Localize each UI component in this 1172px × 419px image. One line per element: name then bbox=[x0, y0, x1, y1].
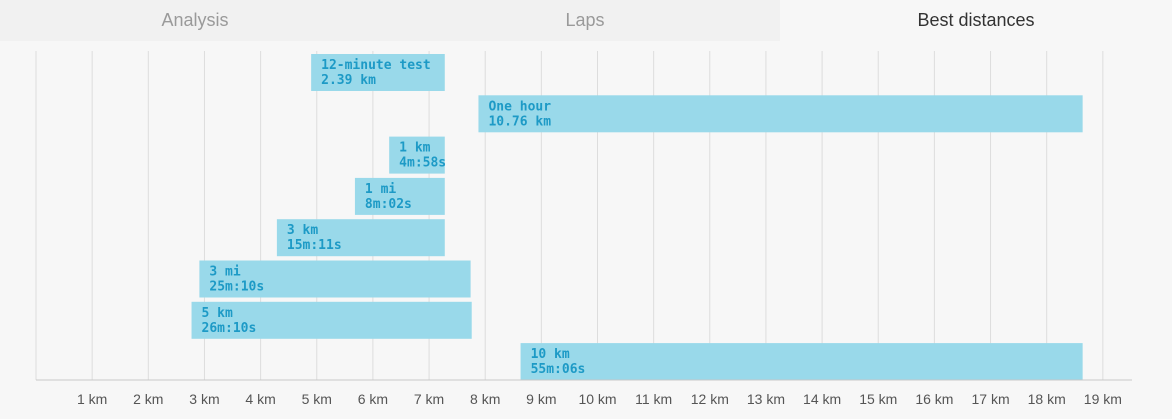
x-tick-label: 9 km bbox=[526, 391, 556, 407]
x-tick-label: 17 km bbox=[971, 391, 1009, 407]
bar-rect[interactable] bbox=[478, 95, 1083, 133]
x-tick-label: 7 km bbox=[414, 391, 444, 407]
x-tick-label: 18 km bbox=[1028, 391, 1066, 407]
x-tick-label: 19 km bbox=[1084, 391, 1122, 407]
bar-value-label: 10.76 km bbox=[488, 114, 551, 129]
bar-rect[interactable] bbox=[520, 343, 1083, 381]
bar-name-label: 1 mi bbox=[365, 182, 396, 197]
x-tick-label: 2 km bbox=[133, 391, 163, 407]
bar-name-label: One hour bbox=[488, 99, 551, 114]
x-tick-label: 10 km bbox=[578, 391, 616, 407]
x-tick-label: 15 km bbox=[859, 391, 897, 407]
x-tick-label: 1 km bbox=[77, 391, 107, 407]
bar-rect[interactable] bbox=[199, 260, 471, 298]
bar-value-label: 4m:58s bbox=[399, 156, 446, 171]
bar-name-label: 1 km bbox=[399, 141, 430, 156]
bar-name-label: 5 km bbox=[202, 306, 233, 321]
tab-best-distances[interactable]: Best distances bbox=[780, 0, 1172, 41]
x-tick-label: 12 km bbox=[691, 391, 729, 407]
bar-value-label: 55m:06s bbox=[531, 362, 586, 377]
x-axis: 1 km 2 km 3 km 4 km 5 km 6 km 7 km 8 km 9 km 10 k… bbox=[36, 379, 1132, 407]
x-tick-label: 14 km bbox=[803, 391, 841, 407]
x-tick-label: 4 km bbox=[245, 391, 275, 407]
bar-value-label: 2.39 km bbox=[321, 73, 376, 88]
bar-name-label: 3 km bbox=[287, 223, 318, 238]
x-tick-label: 16 km bbox=[915, 391, 953, 407]
bar-rect[interactable] bbox=[389, 136, 445, 174]
bar-rect[interactable] bbox=[354, 177, 445, 215]
bar-rect[interactable] bbox=[311, 54, 445, 91]
x-tick-label: 13 km bbox=[747, 391, 785, 407]
bar-name-label: 3 mi bbox=[209, 265, 240, 280]
bar-value-label: 25m:10s bbox=[209, 280, 264, 295]
bar-rect[interactable] bbox=[191, 301, 472, 339]
x-tick-label: 6 km bbox=[358, 391, 388, 407]
bar-name-label: 12-minute test bbox=[321, 58, 431, 73]
x-tick-label: 11 km bbox=[635, 391, 672, 407]
tab-analysis[interactable]: Analysis bbox=[0, 0, 390, 41]
tab-laps[interactable]: Laps bbox=[390, 0, 780, 41]
bar-rect[interactable] bbox=[276, 219, 445, 257]
bar-value-label: 15m:11s bbox=[287, 238, 342, 253]
x-tick-label: 5 km bbox=[302, 391, 332, 407]
bar-name-label: 10 km bbox=[531, 347, 570, 362]
x-tick-label: 3 km bbox=[189, 391, 219, 407]
bar-value-label: 8m:02s bbox=[365, 197, 412, 212]
tab-bar: Analysis Laps Best distances bbox=[0, 0, 1172, 41]
x-tick-label: 8 km bbox=[470, 391, 500, 407]
bar-value-label: 26m:10s bbox=[202, 321, 257, 336]
